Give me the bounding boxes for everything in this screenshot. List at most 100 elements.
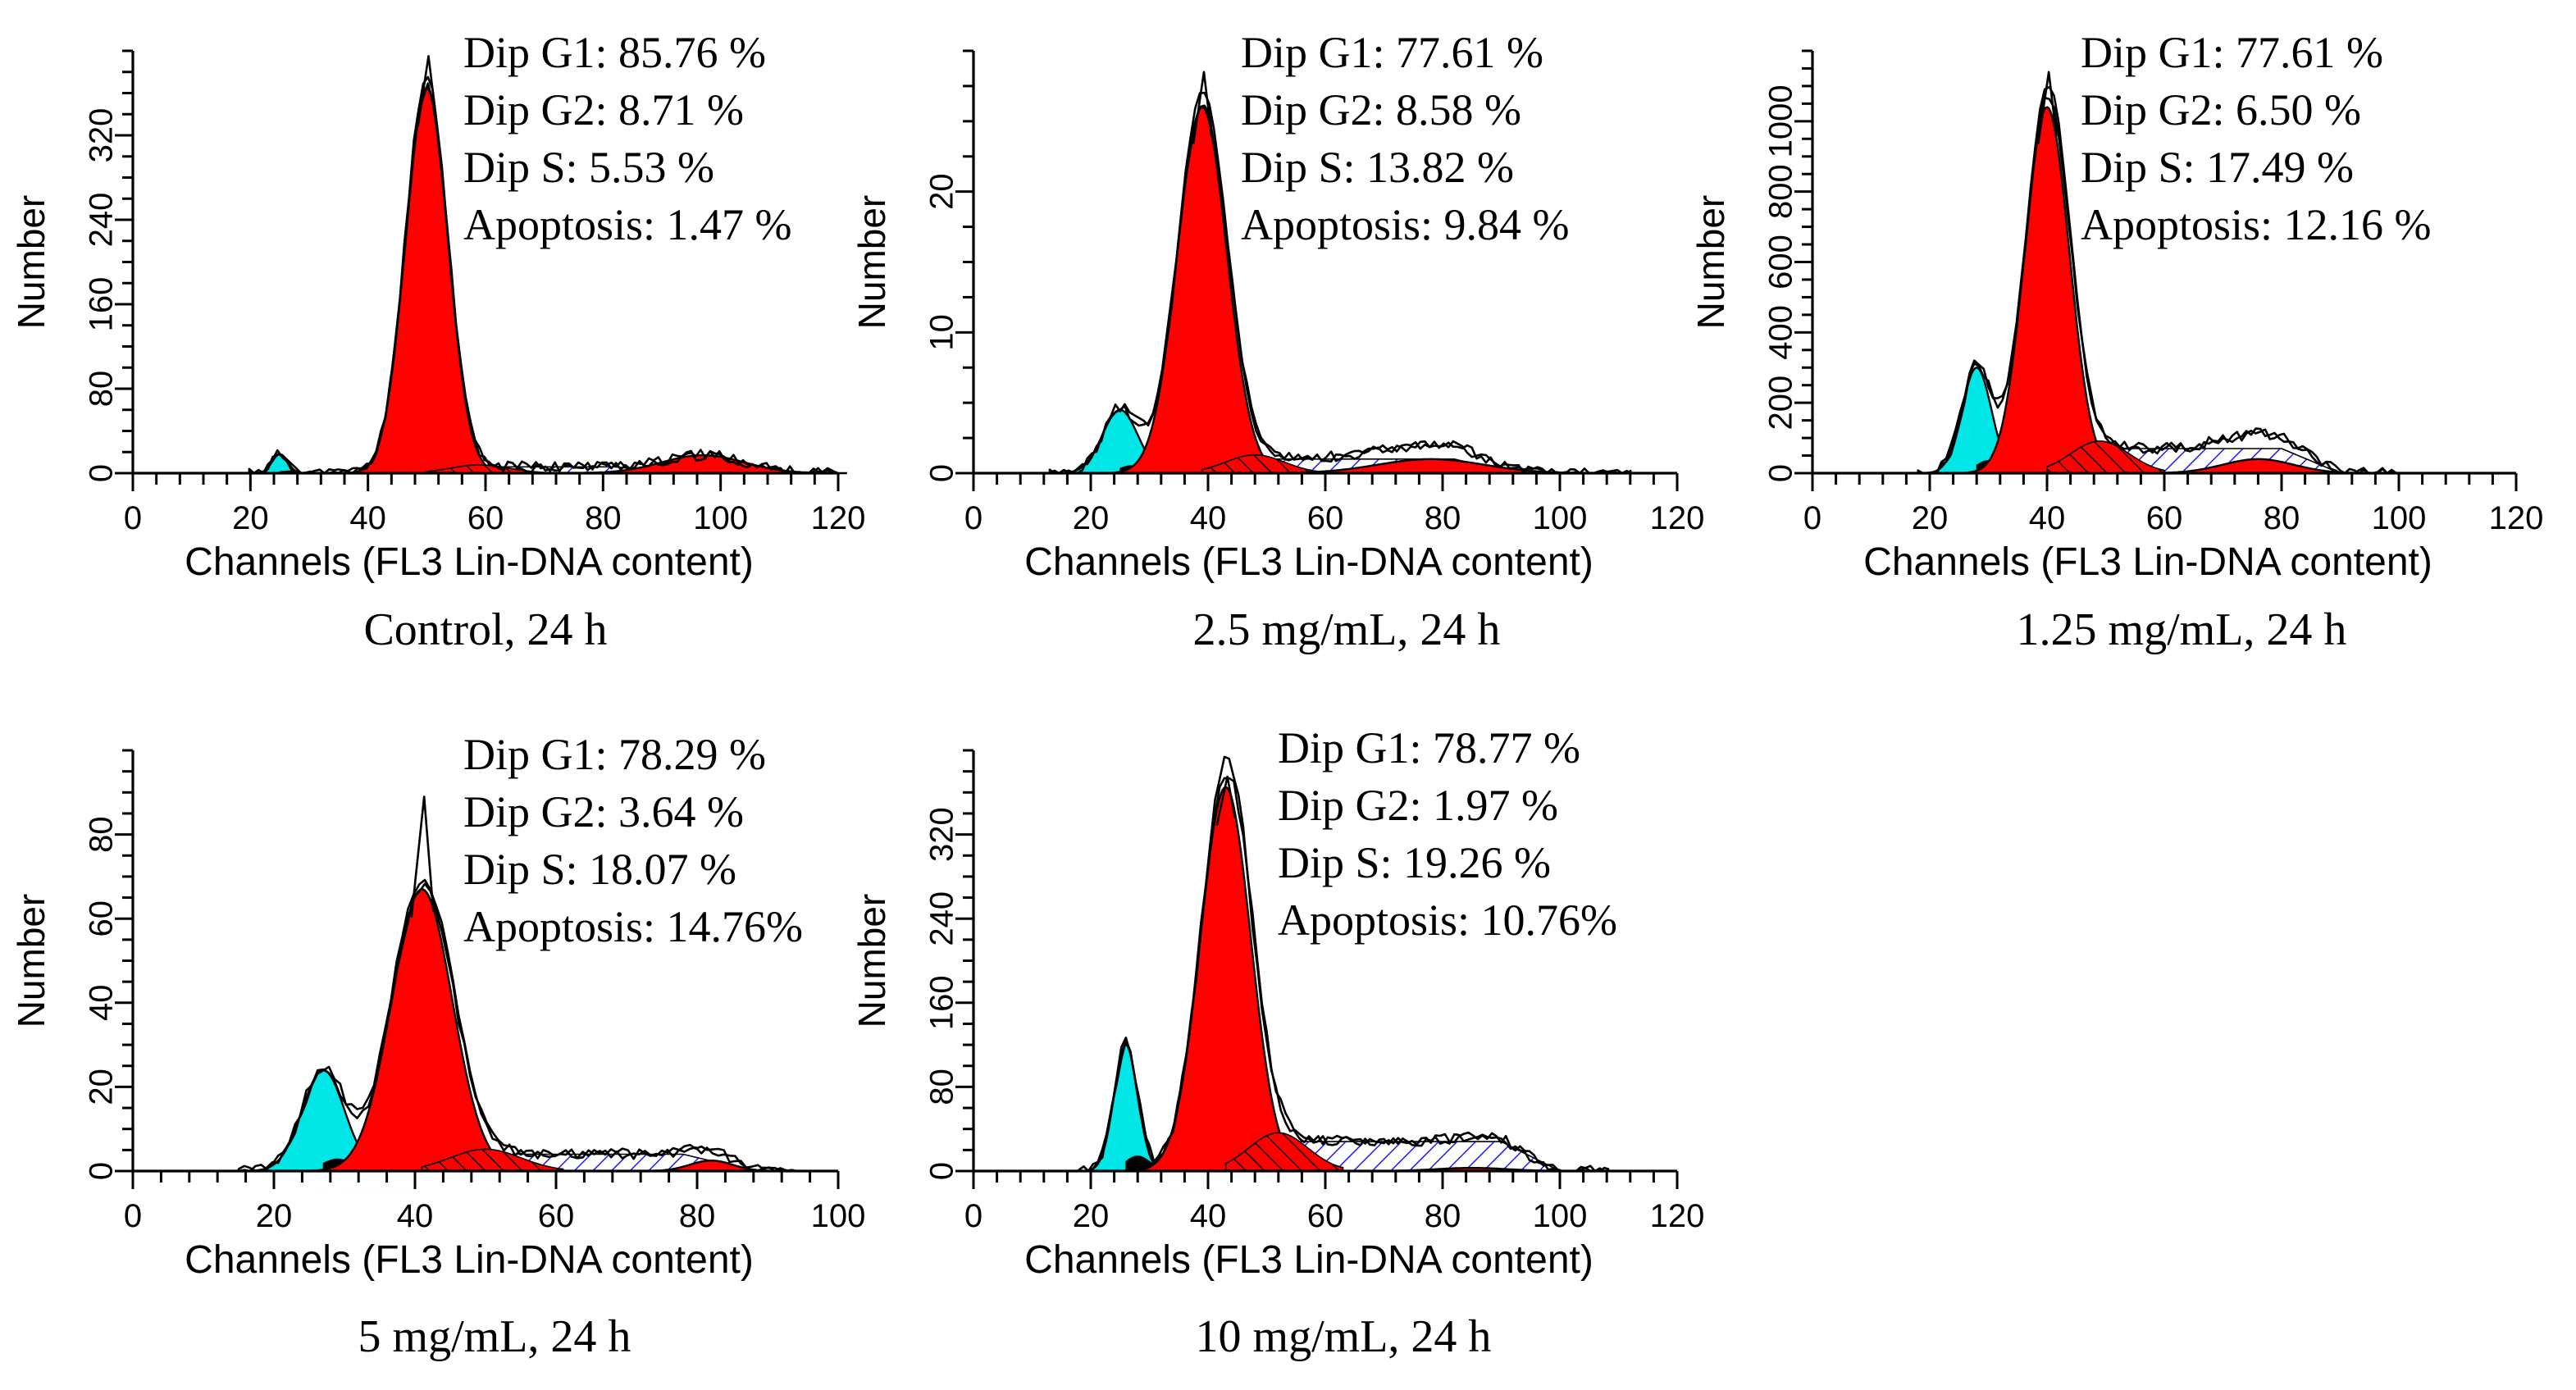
histogram-panel-2: 0 20 40 60 80 100 120 0 10 20 Channels (FL3 Lin-DN… bbox=[850, 28, 1704, 655]
y-axis-label: Number bbox=[850, 894, 893, 1028]
x-tick-label: 20 bbox=[1073, 500, 1110, 536]
dip-s-red-hump bbox=[1224, 1132, 1344, 1172]
x-tick-label: 0 bbox=[124, 1198, 142, 1234]
y-tick-label: 20 bbox=[924, 173, 960, 210]
phase-percentage-label: Apoptosis: 12.16 % bbox=[2081, 200, 2432, 249]
x-axis-label: Channels (FL3 Lin-DNA content) bbox=[1863, 540, 2432, 584]
y-tick-label: 240 bbox=[924, 891, 960, 946]
histogram-spike bbox=[417, 55, 438, 127]
phase-percentage-label: Apoptosis: 1.47 % bbox=[463, 200, 792, 249]
x-tick-label: 100 bbox=[1533, 500, 1588, 536]
y-tick-label: 0 bbox=[924, 1162, 960, 1180]
x-tick-label: 0 bbox=[1803, 500, 1821, 536]
phase-percentage-label: Dip S: 17.49 % bbox=[2081, 143, 2354, 192]
dip-s-red-hump bbox=[2046, 440, 2165, 474]
y-tick-label: 0 bbox=[924, 464, 960, 482]
y-axis-label: Number bbox=[1689, 195, 1732, 330]
panel-caption: 1.25 mg/mL, 24 h bbox=[2017, 604, 2347, 655]
y-tick-label: 320 bbox=[924, 807, 960, 862]
y-tick-label: 10 bbox=[924, 314, 960, 351]
x-tick-label: 40 bbox=[349, 500, 386, 536]
phase-percentage-label: Dip G2: 3.64 % bbox=[463, 787, 744, 836]
x-tick-label: 60 bbox=[538, 1198, 575, 1234]
y-tick-label: 1000 bbox=[1763, 84, 1799, 157]
histogram-outline-2 bbox=[237, 878, 803, 1173]
x-tick-label: 100 bbox=[1533, 1198, 1588, 1234]
phase-percentage-label: Dip G2: 1.97 % bbox=[1278, 781, 1558, 830]
histogram-outline bbox=[1078, 777, 1610, 1173]
y-tick-label: 240 bbox=[84, 193, 120, 248]
phase-percentage-label: Apoptosis: 14.76% bbox=[463, 902, 803, 951]
phase-percentage-label: Dip S: 19.26 % bbox=[1278, 838, 1551, 887]
histogram-outline-2 bbox=[248, 75, 837, 475]
histogram-spike bbox=[1192, 71, 1213, 144]
x-tick-label: 60 bbox=[1307, 1198, 1344, 1234]
x-tick-label: 40 bbox=[397, 1198, 434, 1234]
y-tick-label: 800 bbox=[1763, 164, 1799, 219]
phase-percentage-label: Apoptosis: 9.84 % bbox=[1241, 200, 1570, 249]
x-tick-label: 40 bbox=[2029, 500, 2066, 536]
x-tick-label: 20 bbox=[1912, 500, 1949, 536]
histogram-outline-2 bbox=[1917, 85, 2397, 475]
x-tick-label: 120 bbox=[1650, 500, 1705, 536]
x-tick-label: 120 bbox=[2489, 500, 2544, 536]
histogram-panel-1: 0 20 40 60 80 100 120 0 80 160 240 320 Channels (FL3… bbox=[10, 28, 865, 655]
y-tick-label: 0 bbox=[84, 464, 120, 482]
y-axis-label: Number bbox=[10, 195, 52, 330]
x-tick-label: 40 bbox=[1190, 1198, 1227, 1234]
x-tick-label: 100 bbox=[2372, 500, 2427, 536]
histogram-spike bbox=[1215, 775, 1237, 826]
y-tick-label: 160 bbox=[924, 975, 960, 1030]
y-tick-label: 320 bbox=[84, 108, 120, 163]
x-tick-label: 0 bbox=[964, 500, 983, 536]
y-tick-label: 40 bbox=[84, 985, 120, 1022]
y-tick-label: 0 bbox=[1763, 464, 1799, 482]
phase-percentage-label: Dip G2: 8.71 % bbox=[463, 85, 744, 134]
x-tick-label: 0 bbox=[964, 1198, 983, 1234]
x-tick-label: 120 bbox=[811, 500, 866, 536]
phase-percentage-label: Apoptosis: 10.76% bbox=[1278, 896, 1617, 945]
histogram-outline bbox=[248, 82, 838, 475]
phase-percentage-label: Dip G2: 8.58 % bbox=[1241, 85, 1521, 134]
y-axis-label: Number bbox=[10, 894, 52, 1028]
histogram-panel-3: 0 20 40 60 80 100 120 0 200 400 600 800 1000 Channels… bbox=[1689, 28, 2543, 655]
x-tick-label: 100 bbox=[811, 1198, 866, 1234]
x-tick-label: 60 bbox=[2146, 500, 2183, 536]
y-tick-label: 80 bbox=[84, 816, 120, 853]
histogram-spike bbox=[2036, 71, 2058, 144]
y-tick-label: 400 bbox=[1763, 305, 1799, 360]
phase-percentage-label: Dip G2: 6.50 % bbox=[2081, 85, 2361, 134]
panel-caption: Control, 24 h bbox=[363, 604, 607, 655]
x-tick-label: 100 bbox=[693, 500, 748, 536]
panel-caption: 10 mg/mL, 24 h bbox=[1196, 1311, 1492, 1362]
y-tick-label: 80 bbox=[924, 1069, 960, 1105]
phase-percentage-label: Dip S: 5.53 % bbox=[463, 143, 714, 192]
apoptosis-peak bbox=[1078, 1043, 1174, 1173]
histogram-outline-2 bbox=[1048, 91, 1632, 475]
panel-caption: 5 mg/mL, 24 h bbox=[358, 1311, 631, 1362]
x-tick-label: 80 bbox=[1425, 500, 1461, 536]
x-tick-label: 20 bbox=[1073, 1198, 1110, 1234]
x-axis-label: Channels (FL3 Lin-DNA content) bbox=[1024, 540, 1593, 584]
x-tick-label: 80 bbox=[1425, 1198, 1461, 1234]
y-tick-label: 600 bbox=[1763, 235, 1799, 289]
y-tick-label: 200 bbox=[1763, 376, 1799, 431]
histogram-panel-4: 0 20 40 60 80 100 0 20 40 60 80 Channels (FL3 Lin-D… bbox=[10, 730, 865, 1362]
phase-percentage-label: Dip G1: 78.77 % bbox=[1278, 723, 1580, 772]
histogram-spike bbox=[410, 795, 435, 918]
x-tick-label: 80 bbox=[679, 1198, 716, 1234]
phase-percentage-label: Dip G1: 85.76 % bbox=[463, 28, 766, 77]
dip-s-red-hump bbox=[1201, 453, 1320, 474]
x-tick-label: 120 bbox=[1650, 1198, 1705, 1234]
x-tick-label: 20 bbox=[256, 1198, 293, 1234]
panel-caption: 2.5 mg/mL, 24 h bbox=[1193, 604, 1501, 655]
x-tick-label: 60 bbox=[467, 500, 504, 536]
y-tick-label: 0 bbox=[84, 1162, 120, 1180]
y-axis-label: Number bbox=[850, 195, 893, 330]
y-tick-label: 80 bbox=[84, 371, 120, 408]
phase-percentage-label: Dip S: 13.82 % bbox=[1241, 143, 1514, 192]
x-tick-label: 40 bbox=[1190, 500, 1227, 536]
phase-percentage-label: Dip G1: 77.61 % bbox=[2081, 28, 2383, 77]
phase-percentage-label: Dip S: 18.07 % bbox=[463, 845, 736, 894]
